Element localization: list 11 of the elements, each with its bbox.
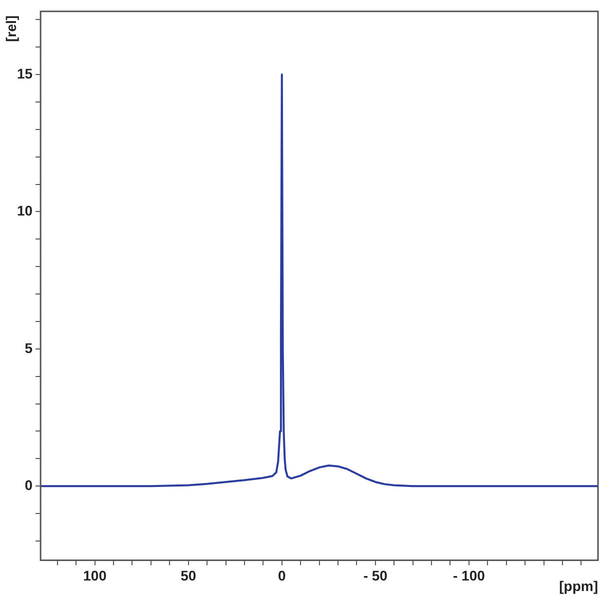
x-tick-label: 0	[278, 567, 286, 584]
x-tick-label: - 100	[452, 567, 486, 584]
x-tick-label: - 50	[363, 567, 388, 584]
y-tick-label: 5	[24, 340, 33, 356]
x-tick-label: 100	[83, 567, 107, 584]
x-axis-title: [ppm]	[559, 578, 598, 594]
y-tick-label: 0	[24, 476, 33, 493]
y-tick-label: 15	[16, 65, 33, 82]
x-tick-label: 50	[180, 567, 196, 584]
y-tick-label: 10	[16, 202, 33, 219]
y-axis-title: [rel]	[2, 15, 19, 42]
